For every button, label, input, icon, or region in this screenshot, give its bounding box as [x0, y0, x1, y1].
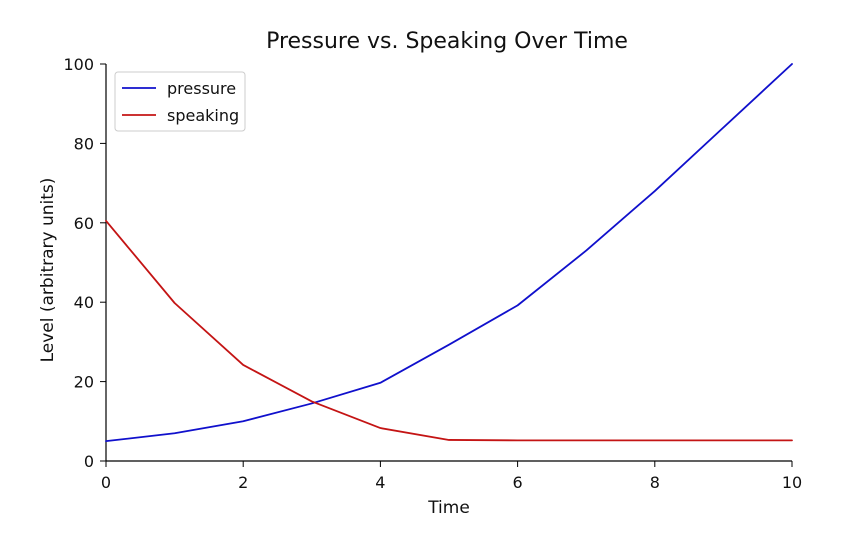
- axes: [105, 64, 792, 462]
- y-axis-label: Level (arbitrary units): [38, 178, 58, 363]
- x-axis-label: Time: [427, 498, 470, 518]
- series-group: [105, 63, 793, 443]
- chart-title: Pressure vs. Speaking Over Time: [266, 29, 628, 54]
- legend-label-pressure: pressure: [167, 79, 236, 98]
- x-tick-label: 8: [650, 473, 660, 492]
- y-tick-label: 20: [74, 373, 94, 392]
- series-line-speaking: [105, 219, 793, 442]
- series-line-pressure: [105, 63, 793, 443]
- y-tick-label: 40: [74, 293, 94, 312]
- x-ticks: 0 2 4 6 8 10: [101, 461, 802, 492]
- y-tick-label: 100: [63, 55, 94, 74]
- legend-label-speaking: speaking: [167, 106, 239, 125]
- y-tick-label: 80: [74, 134, 94, 153]
- legend: pressure speaking: [114, 71, 246, 132]
- x-tick-label: 6: [513, 473, 523, 492]
- y-tick-label: 60: [74, 214, 94, 233]
- x-tick-label: 0: [101, 473, 111, 492]
- x-tick-label: 2: [238, 473, 248, 492]
- y-ticks: 0 20 40 60 80 100: [63, 55, 106, 471]
- y-tick-label: 0: [84, 452, 94, 471]
- x-tick-label: 10: [782, 473, 802, 492]
- legend-box: [114, 71, 246, 132]
- x-tick-label: 4: [375, 473, 385, 492]
